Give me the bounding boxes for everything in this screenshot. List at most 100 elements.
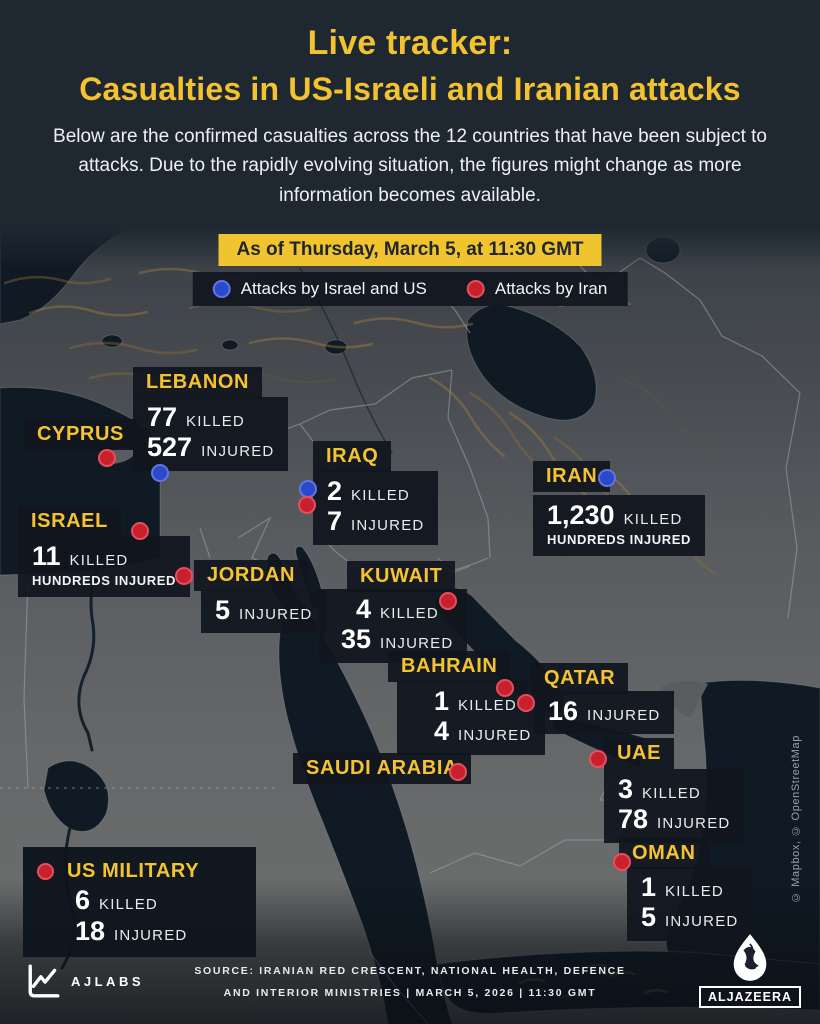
legend: Attacks by Israel and US Attacks by Iran [192,272,628,306]
source-line2: AND INTERIOR MINISTRIES | MARCH 5, 2026 … [223,987,597,1000]
stat-row: 7 INJURED [327,507,424,536]
country-name: JORDAN [207,564,296,586]
stat-value: 527 [147,432,193,463]
bahrain-stats-box: 1 KILLED 4 INJURED [397,681,546,755]
ajlabs-chart-icon [28,964,60,998]
map-attribution: © Mapbox, © OpenStreetMap [790,735,802,904]
stat-row: 527 INJURED [147,432,275,463]
saudi-arabia-name-box: SAUDI ARABIA [293,753,472,784]
stat-unit: KILLED [351,487,410,504]
marker-bahrain-red [496,679,514,697]
marker-iran-blue [598,469,616,487]
page-subtitle: Below are the confirmed casualties acros… [53,126,767,206]
marker-saudi-arabia-red [449,763,467,781]
marker-qatar-red [517,694,535,712]
blue-marker-icon [212,280,231,298]
marker-kuwait-red [439,592,457,610]
stat-unit: KILLED [69,552,129,569]
marker-lebanon-blue [151,464,169,482]
marker-us-military-red [37,863,54,880]
country-name: SAUDI ARABIA [306,757,459,779]
iran-name-box: IRAN [533,461,611,492]
aljazeera-logo: ALJAZEERA [699,933,802,1008]
stat-value: 16 [548,696,579,726]
stat-row: 4 KILLED [333,594,453,624]
stat-row: 11 KILLED [32,541,176,571]
stat-value: 3 [618,774,634,804]
country-name: QATAR [544,667,616,689]
country-name: UAE [617,742,662,764]
lebanon-name-box: LEBANON [133,367,263,398]
country-name: US MILITARY [67,860,200,882]
israel-stats-box: 11 KILLED HUNDREDS INJURED [18,536,190,598]
jordan-stats-box: 5 INJURED [201,590,327,634]
legend-label-israel-us: Attacks by Israel and US [240,279,427,298]
us-military-header: US MILITARY [37,860,242,883]
stat-unit: KILLED [642,785,701,802]
stat-row: 5 INJURED [215,595,313,625]
stat-row: 6 KILLED [75,885,242,915]
stat-value: 78 [618,804,649,835]
stat-unit: KILLED [458,697,517,714]
iraq-name-box: IRAQ [313,441,392,472]
stat-unit: KILLED [623,511,683,528]
uae-stats-box: 3 KILLED 78 INJURED [604,769,745,843]
stat-row: 1 KILLED [641,872,738,902]
stat-unit: INJURED [380,635,454,653]
page-title-line2: Casualties in US-Israeli and Iranian att… [79,71,741,107]
header: Live tracker: Casualties in US-Israeli a… [0,0,820,228]
source-line1: SOURCE: IRANIAN RED CRESCENT, NATIONAL H… [194,965,626,977]
stat-value: 4 [433,716,449,747]
stat-row: 2 KILLED [327,476,424,506]
lebanon-stats-box: 77 KILLED 527 INJURED [133,397,289,471]
cyprus-name-box: CYPRUS [24,419,137,450]
timestamp-badge: As of Thursday, March 5, at 11:30 GMT [218,234,602,266]
stat-note: HUNDREDS INJURED [547,532,691,548]
stat-row: 5 INJURED [641,903,739,932]
stat-unit: INJURED [587,707,661,724]
stat-row: 1,230 KILLED [547,500,691,530]
stat-value: 6 [75,885,91,915]
marker-uae-red [589,750,607,768]
stat-value: 1 [433,686,449,716]
qatar-name-box: QATAR [531,663,629,694]
stat-unit: INJURED [201,443,275,461]
stat-value: 11 [32,541,61,571]
stat-unit: INJURED [657,815,731,833]
stat-value: 4 [355,594,371,624]
country-name: KUWAIT [360,565,443,587]
page-title-line1: Live tracker: [307,24,513,62]
stat-unit: KILLED [665,883,724,900]
israel-name-box: ISRAEL [18,506,121,537]
stat-unit: KILLED [99,896,158,913]
kuwait-name-box: KUWAIT [347,561,456,592]
oman-stats-box: 1 KILLED 5 INJURED [627,867,753,941]
iraq-stats-box: 2 KILLED 7 INJURED [313,471,439,545]
legend-item-israel-us: Attacks by Israel and US [212,279,427,299]
stat-row: 78 INJURED [618,804,731,835]
stat-unit: INJURED [239,606,313,623]
red-marker-icon [466,280,485,298]
qatar-stats-box: 16 INJURED [534,691,675,735]
stat-unit: INJURED [665,913,739,931]
country-name: ISRAEL [31,510,108,532]
jordan-name-box: JORDAN [194,560,309,591]
stat-value: 5 [215,595,231,625]
stat-value: 2 [327,476,343,506]
country-name: CYPRUS [37,423,124,445]
aljazeera-flame-icon [733,934,767,981]
stat-row: 1 KILLED [411,686,531,716]
stat-value: 35 [340,624,371,655]
stat-value: 77 [147,402,178,432]
legend-label-iran: Attacks by Iran [494,279,608,298]
stat-value: 1,230 [547,500,615,530]
ajlabs-logo: AJLABS [26,963,144,999]
stat-row: 4 INJURED [411,716,531,747]
stat-row: 18 INJURED [75,917,242,946]
marker-cyprus-red [98,449,116,467]
stat-row: 3 KILLED [618,774,730,804]
stat-unit: KILLED [186,413,245,430]
legend-item-iran: Attacks by Iran [466,279,608,299]
stat-value: 1 [641,872,657,902]
